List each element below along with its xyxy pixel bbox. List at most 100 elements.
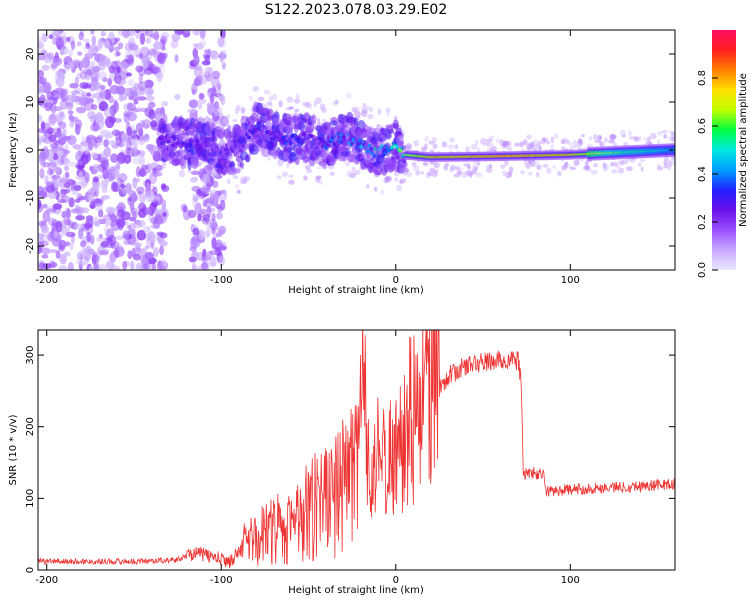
spectrogram-cell	[74, 123, 81, 135]
spectrogram-cell	[295, 93, 300, 100]
spectrogram-cell	[201, 254, 212, 261]
spectrogram-cell	[109, 214, 118, 222]
spectrogram-cell	[625, 166, 633, 172]
spectrogram-cell	[127, 79, 135, 87]
spectrogram-cell	[140, 164, 149, 171]
spectrogram-cell	[500, 164, 506, 170]
spectrogram-cell	[193, 43, 199, 48]
spectrogram-cell	[86, 231, 91, 243]
spectrogram-cell	[155, 195, 161, 202]
spectrogram-cell	[132, 247, 142, 252]
spectrogram-cell	[193, 66, 204, 78]
spectrogram-cell	[663, 162, 669, 169]
spectrogram-cell	[57, 198, 67, 204]
spectrogram-cell	[475, 172, 483, 178]
spectrogram-cell	[346, 170, 353, 178]
spectrogram-cell	[137, 191, 142, 196]
spectrogram-cell	[593, 163, 598, 168]
spectrogram-cell	[610, 161, 614, 167]
spectrogram-cell	[200, 262, 208, 270]
colorbar: 0.0 0.2 0.4 0.6 0.8 Normalized spectral ampl…	[697, 30, 749, 278]
spectrogram-cell	[109, 252, 117, 263]
spectrogram-cell	[668, 160, 673, 168]
spectrogram-cell	[68, 101, 74, 109]
spectrogram-cell	[84, 223, 93, 229]
spectrogram-cell	[192, 235, 201, 248]
spectrogram-cell	[216, 212, 223, 220]
x-tick-label: 0	[393, 575, 399, 586]
spectrogram-cell	[383, 176, 389, 184]
spectrogram-cell	[126, 126, 132, 137]
spectrogram-cell	[550, 144, 554, 148]
spectrogram-cell	[209, 92, 215, 104]
spectrogram-cell	[140, 30, 149, 37]
spectrogram-cell	[422, 162, 429, 166]
spectrogram-cell	[191, 170, 201, 176]
spectrogram-cell	[150, 120, 158, 128]
spectrogram-cell	[45, 180, 54, 186]
spectrogram-cell	[412, 165, 420, 171]
spectrogram-cell	[506, 146, 513, 151]
figure-title: S122.2023.078.03.29.E02	[265, 2, 448, 18]
spectrogram-cell	[278, 100, 283, 108]
spectrogram-cell	[526, 134, 532, 140]
spectrogram-cell	[476, 161, 481, 166]
spectrogram-cell	[115, 160, 122, 167]
spectrogram-cell	[240, 107, 246, 114]
spectrogram-cell	[482, 142, 490, 147]
spectrogram-cell	[99, 157, 110, 165]
spectrogram-cell	[295, 157, 300, 166]
spectrogram-cell	[154, 193, 163, 206]
spectrogram-cell	[597, 134, 603, 141]
spectrogram-cell	[75, 150, 84, 163]
spectrogram-cell	[377, 108, 382, 115]
spectrogram-cell	[92, 180, 101, 192]
spectrogram-cell	[367, 113, 374, 120]
spectrogram-cell	[334, 99, 339, 105]
spectrogram-cell	[205, 182, 211, 191]
colorbar-label: Normalized spectral amplitude	[738, 73, 749, 227]
spectrogram-cell	[219, 50, 224, 63]
spectrogram-cell	[69, 241, 74, 251]
spectrogram-cell	[541, 137, 546, 142]
spectrogram-cell	[442, 165, 448, 170]
y-tick-label: 10	[25, 96, 36, 109]
spectrogram-cell	[49, 112, 59, 120]
spectrogram-cell	[227, 114, 231, 119]
spectrogram-cell	[82, 83, 92, 89]
spectrogram-cell	[385, 175, 390, 181]
spectrogram-cell	[234, 107, 240, 113]
spectrogram-cell	[105, 116, 115, 129]
spectrogram-cell	[152, 167, 157, 174]
spectrogram-cell	[103, 106, 114, 119]
spectrogram-cell	[315, 97, 322, 104]
spectrogram-cell	[120, 184, 126, 189]
spectrogram-cell	[203, 261, 210, 270]
spectrogram-cell	[41, 32, 48, 43]
spectrogram-cell	[206, 148, 211, 153]
spectrogram-cell	[194, 202, 202, 215]
x-tick-label: 100	[561, 275, 580, 286]
spectrogram-cell	[508, 166, 514, 173]
spectrogram-cell	[59, 47, 65, 56]
spectrogram-cell	[237, 189, 241, 194]
spectrogram-cell	[159, 245, 164, 256]
spectrogram-cell	[552, 165, 557, 169]
spectrogram-cell	[110, 181, 118, 193]
spectrogram-cell	[509, 166, 514, 173]
spectrogram-cell	[425, 172, 431, 179]
spectrogram-cell	[94, 187, 99, 198]
spectrogram-cell	[101, 194, 110, 200]
spectrogram-cell	[420, 145, 425, 152]
spectrogram-cell	[107, 140, 117, 145]
spectrogram-cell	[128, 222, 136, 234]
spectrogram-cell	[192, 30, 200, 36]
spectrogram-cell	[86, 188, 96, 194]
spectrogram-cell	[661, 130, 668, 134]
spectrogram-cell	[118, 206, 125, 219]
spectrogram-cell	[104, 43, 112, 49]
spectrogram-cell	[127, 250, 133, 259]
spectrogram-cell	[501, 143, 507, 149]
spectrogram-cell	[91, 165, 100, 173]
spectrogram-cell	[447, 144, 455, 150]
